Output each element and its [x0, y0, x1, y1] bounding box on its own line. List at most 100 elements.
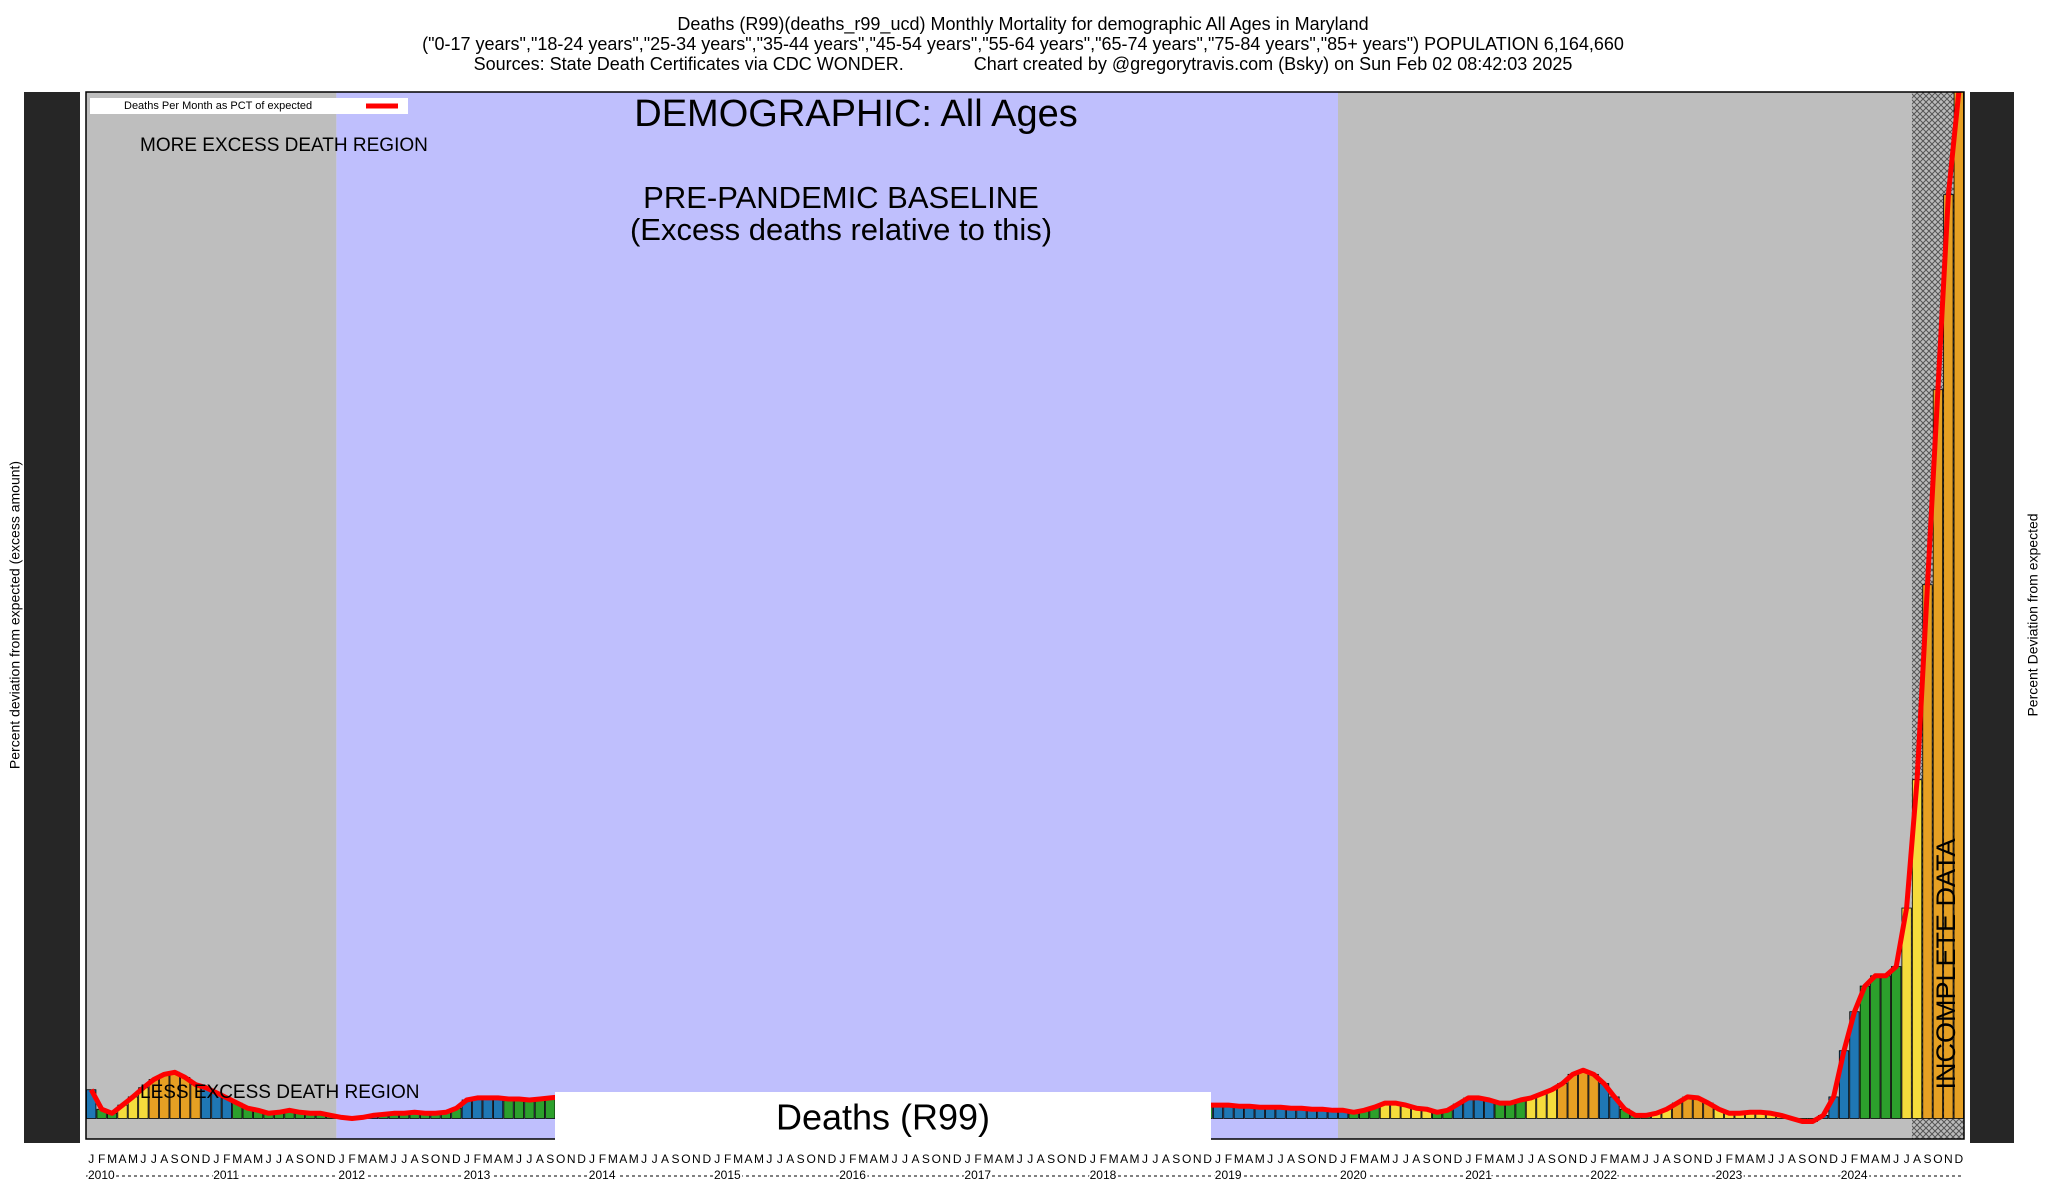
x-tick-label: D [327, 1152, 336, 1166]
x-tick-label: A [1120, 1152, 1128, 1166]
x-tick-label: O [180, 1152, 189, 1166]
x-tick-label: A [1537, 1152, 1545, 1166]
x-tick-label: J [1027, 1152, 1033, 1166]
bar [482, 1097, 493, 1119]
x-tick-label: F [223, 1152, 230, 1166]
x-tick-label: N [1694, 1152, 1703, 1166]
x-tick-label: F [1225, 1152, 1232, 1166]
x-tick-label: J [391, 1152, 397, 1166]
x-tick-label: J [1518, 1152, 1524, 1166]
x-tick-label: M [1756, 1152, 1766, 1166]
x-tick-label: S [671, 1152, 679, 1166]
x-tick-label: D [1579, 1152, 1588, 1166]
x-tick-label: F [1475, 1152, 1482, 1166]
x-tick-label: F [1851, 1152, 1858, 1166]
region-gray [1338, 92, 1912, 1139]
x-tick-label: J [777, 1152, 783, 1166]
x-tick-label: A [661, 1152, 669, 1166]
x-tick-label: O [1808, 1152, 1817, 1166]
x-tick-label: A [619, 1152, 627, 1166]
x-tick-label: A [536, 1152, 544, 1166]
bar [1891, 966, 1902, 1119]
x-tick-label: J [1591, 1152, 1597, 1166]
x-tick-label: A [1496, 1152, 1504, 1166]
x-tick-label: S [1423, 1152, 1431, 1166]
x-tick-label: D [1328, 1152, 1337, 1166]
x-tick-label: A [160, 1152, 168, 1166]
year-label: 2022 [1590, 1168, 1617, 1182]
year-label: 2014 [589, 1168, 616, 1182]
x-tick-label: N [316, 1152, 325, 1166]
x-tick-label: M [1609, 1152, 1619, 1166]
x-tick-label: O [556, 1152, 565, 1166]
x-tick-label: D [1829, 1152, 1838, 1166]
x-tick-label: J [464, 1152, 470, 1166]
x-tick-label: N [567, 1152, 576, 1166]
bar [513, 1098, 525, 1119]
x-tick-label: F [1350, 1152, 1357, 1166]
x-tick-label: A [1663, 1152, 1671, 1166]
x-tick-label: A [1371, 1152, 1379, 1166]
x-tick-label: F [599, 1152, 606, 1166]
x-tick-label: D [577, 1152, 586, 1166]
bar [1557, 1083, 1568, 1119]
title-line: Deaths (R99)(deaths_r99_ucd) Monthly Mor… [677, 14, 1368, 35]
x-tick-label: N [1068, 1152, 1077, 1166]
x-tick-label: A [745, 1152, 753, 1166]
year-label: 2018 [1090, 1168, 1117, 1182]
x-tick-label: S [1673, 1152, 1681, 1166]
x-tick-label: M [1130, 1152, 1140, 1166]
x-tick-label: S [171, 1152, 179, 1166]
x-tick-label: M [1004, 1152, 1014, 1166]
x-tick-label: M [357, 1152, 367, 1166]
x-tick-label: S [797, 1152, 805, 1166]
x-tick-label: J [1465, 1152, 1471, 1166]
x-tick-label: J [1403, 1152, 1409, 1166]
bar [1546, 1089, 1557, 1119]
x-tick-label: S [1923, 1152, 1931, 1166]
title-line: ("0-17 years","18-24 years","25-34 years… [422, 34, 1624, 54]
x-tick-label: A [870, 1152, 878, 1166]
cause-box [555, 1092, 1211, 1144]
x-tick-label: M [1234, 1152, 1244, 1166]
x-tick-label: S [296, 1152, 304, 1166]
legend-label: Deaths Per Month as PCT of expected [124, 100, 312, 112]
year-label: 2012 [338, 1168, 365, 1182]
x-tick-label: F [849, 1152, 856, 1166]
year-label: 2011 [213, 1168, 239, 1182]
bar [1880, 975, 1891, 1119]
x-tick-label: A [786, 1152, 794, 1166]
x-tick-label: J [1643, 1152, 1649, 1166]
x-tick-label: F [724, 1152, 731, 1166]
year-label: 2010 [88, 1168, 115, 1182]
x-tick-label: J [140, 1152, 146, 1166]
x-tick-label: M [858, 1152, 868, 1166]
x-tick-label: O [1683, 1152, 1692, 1166]
x-tick-label: M [1380, 1152, 1390, 1166]
x-tick-label: M [1359, 1152, 1369, 1166]
x-tick-label: J [965, 1152, 971, 1166]
bar [1870, 975, 1881, 1119]
x-tick-label: J [213, 1152, 219, 1166]
bar [1567, 1073, 1578, 1119]
baseline-label: (Excess deaths relative to this) [630, 212, 1052, 247]
x-tick-label: M [1735, 1152, 1745, 1166]
x-tick-label: J [641, 1152, 647, 1166]
demographic-label: DEMOGRAPHIC: All Ages [634, 93, 1077, 135]
x-tick-label: D [1078, 1152, 1087, 1166]
bar [534, 1098, 545, 1119]
x-tick-label: J [339, 1152, 345, 1166]
x-tick-label: M [128, 1152, 138, 1166]
x-tick-label: J [1653, 1152, 1659, 1166]
x-tick-label: O [1558, 1152, 1567, 1166]
x-tick-label: J [1778, 1152, 1784, 1166]
x-tick-label: F [98, 1152, 105, 1166]
x-tick-label: M [629, 1152, 639, 1166]
x-tick-label: J [1142, 1152, 1148, 1166]
x-tick-label: O [806, 1152, 815, 1166]
x-tick-label: J [1716, 1152, 1722, 1166]
right-axis-strip [1970, 92, 2014, 1143]
x-tick-label: J [1267, 1152, 1273, 1166]
x-tick-label: O [932, 1152, 941, 1166]
x-tick-label: J [266, 1152, 272, 1166]
